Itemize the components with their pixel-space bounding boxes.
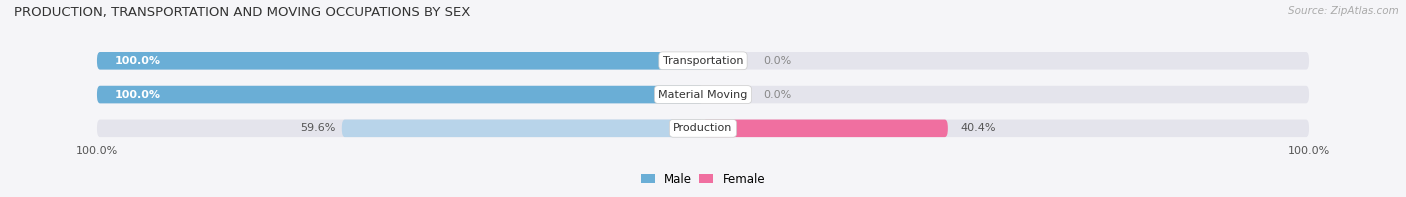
FancyBboxPatch shape <box>97 120 1309 137</box>
Text: Production: Production <box>673 123 733 133</box>
Text: Material Moving: Material Moving <box>658 90 748 99</box>
Legend: Male, Female: Male, Female <box>641 173 765 186</box>
Text: 100.0%: 100.0% <box>115 56 162 66</box>
Text: 100.0%: 100.0% <box>1288 146 1330 156</box>
Text: Transportation: Transportation <box>662 56 744 66</box>
Text: 40.4%: 40.4% <box>960 123 995 133</box>
FancyBboxPatch shape <box>342 120 703 137</box>
Text: 100.0%: 100.0% <box>115 90 162 99</box>
FancyBboxPatch shape <box>703 120 948 137</box>
FancyBboxPatch shape <box>97 52 1309 70</box>
Text: Source: ZipAtlas.com: Source: ZipAtlas.com <box>1288 6 1399 16</box>
Text: PRODUCTION, TRANSPORTATION AND MOVING OCCUPATIONS BY SEX: PRODUCTION, TRANSPORTATION AND MOVING OC… <box>14 6 471 19</box>
FancyBboxPatch shape <box>97 86 1309 103</box>
Text: 0.0%: 0.0% <box>763 56 792 66</box>
Text: 0.0%: 0.0% <box>763 90 792 99</box>
Text: 59.6%: 59.6% <box>301 123 336 133</box>
Text: 100.0%: 100.0% <box>76 146 118 156</box>
FancyBboxPatch shape <box>97 52 703 70</box>
FancyBboxPatch shape <box>97 86 703 103</box>
